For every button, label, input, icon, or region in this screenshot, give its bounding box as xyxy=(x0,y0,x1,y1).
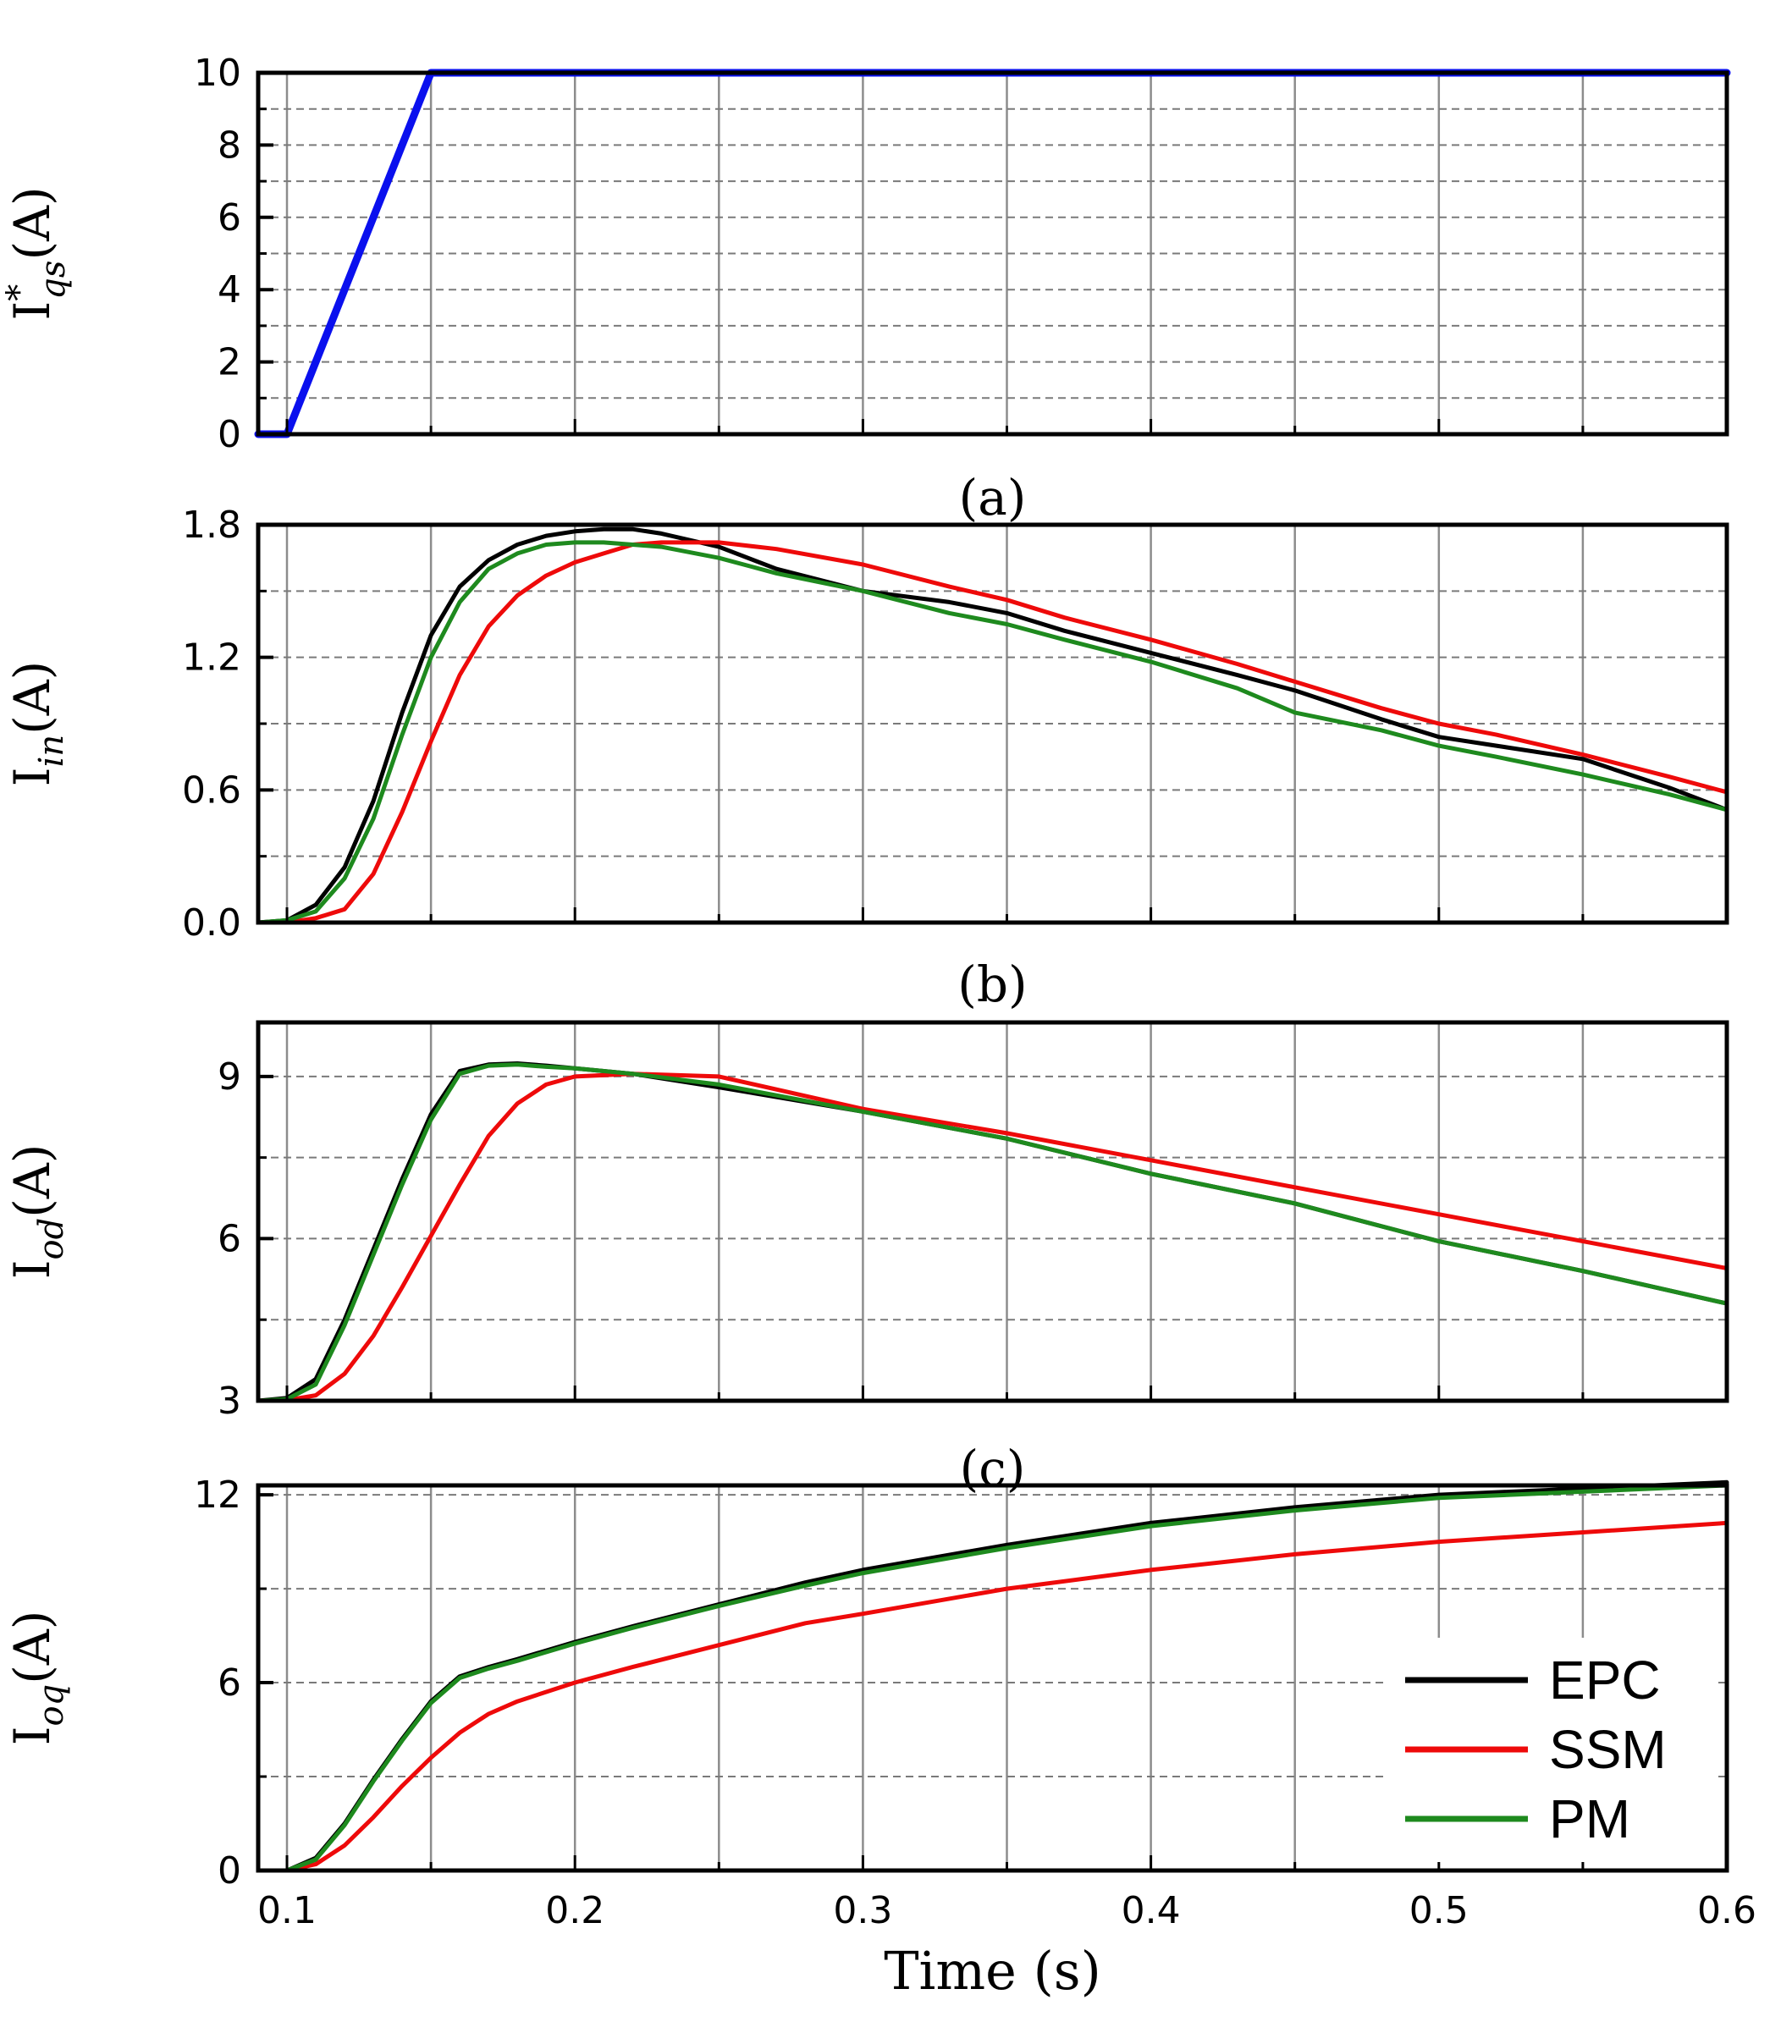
y-tick-label: 4 xyxy=(218,268,241,311)
panel-caption: (a) xyxy=(959,469,1027,526)
y-tick-label: 0 xyxy=(218,413,241,456)
series-line-epc xyxy=(256,526,1729,925)
x-tick-label: 0.5 xyxy=(1409,1889,1469,1932)
x-axis-label: Time (s) xyxy=(884,1940,1101,2002)
series-line-pm xyxy=(256,1483,1729,1873)
x-tick-label: 0.6 xyxy=(1697,1889,1756,1932)
x-tick-label: 0.4 xyxy=(1122,1889,1181,1932)
x-tick-label: 0.1 xyxy=(257,1889,317,1932)
panel-caption: (c) xyxy=(960,1440,1026,1497)
series-line-ssm xyxy=(256,540,1729,925)
y-axis-label: I*qs(A) xyxy=(0,186,73,320)
y-tick-label: 9 xyxy=(218,1055,241,1099)
y-tick-label: 0 xyxy=(218,1849,241,1892)
x-tick-label: 0.3 xyxy=(833,1889,892,1932)
y-tick-label: 8 xyxy=(218,124,241,167)
legend-label-ssm: SSM xyxy=(1549,1719,1667,1780)
y-tick-label: 12 xyxy=(194,1474,241,1517)
legend-label-pm: PM xyxy=(1549,1788,1630,1849)
y-tick-label: 2 xyxy=(218,341,241,384)
axes-frame xyxy=(256,1483,1729,1873)
panel-3: 3 6 9 Iod(A) (c) xyxy=(3,1020,1729,1497)
series-line-pm xyxy=(256,540,1729,925)
axes-frame xyxy=(256,1020,1729,1403)
y-tick-label: 6 xyxy=(218,1661,241,1705)
y-tick-label: 1.2 xyxy=(182,636,241,680)
x-tick-label: 0.2 xyxy=(545,1889,604,1932)
y-tick-label: 0.0 xyxy=(182,901,241,945)
y-tick-label: 1.8 xyxy=(182,504,241,547)
y-axis-label: Iod(A) xyxy=(3,1144,71,1280)
series-line-epc xyxy=(256,1061,1729,1403)
y-tick-label: 6 xyxy=(218,1217,241,1260)
series-line-pm xyxy=(256,1062,1729,1403)
panel-caption: (b) xyxy=(957,956,1027,1013)
panel-1: 0 2 4 6 8 10 I*qs(A) (a) xyxy=(0,52,1731,526)
series-line-ssm xyxy=(256,1072,1729,1403)
y-tick-label: 10 xyxy=(194,52,241,95)
y-tick-label: 6 xyxy=(218,196,241,240)
y-tick-label: 3 xyxy=(218,1380,241,1423)
y-axis-label: Ioq(A) xyxy=(3,1611,71,1746)
series-line-ssm xyxy=(256,1520,1729,1873)
legend: EPC SSM PM xyxy=(1388,1638,1714,1862)
y-axis-label: Iin(A) xyxy=(3,661,71,787)
panel-2: 0.0 0.6 1.2 1.8 Iin(A) (b) xyxy=(3,504,1729,1013)
y-tick-label: 0.6 xyxy=(182,769,241,812)
legend-label-epc: EPC xyxy=(1549,1650,1661,1711)
panel-4: 0 6 12 Ioq(A) 0.1 0.2 0.3 0.4 0.5 0.6 Time (s) EPC S… xyxy=(3,1474,1756,2002)
